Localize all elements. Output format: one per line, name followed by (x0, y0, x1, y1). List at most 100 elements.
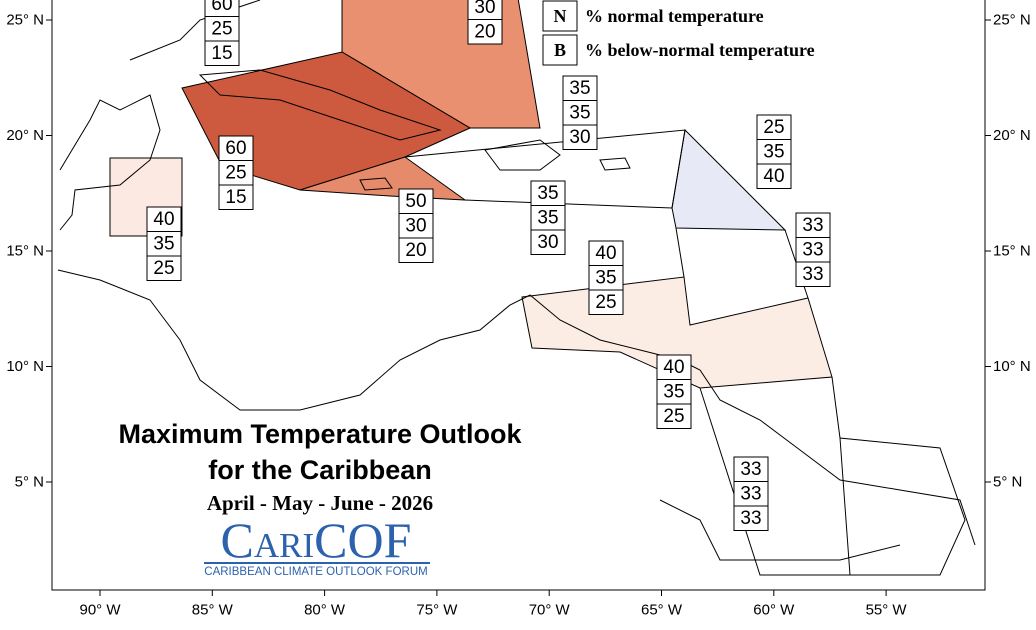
probability-value: 35 (537, 208, 558, 229)
legend-key-box (542, 0, 578, 32)
probability-value: 35 (537, 183, 558, 204)
probability-value: 30 (405, 216, 426, 237)
probability-cell (588, 265, 624, 291)
legend-key: B (554, 40, 566, 60)
probability-cell (733, 505, 769, 531)
probability-value: 20 (405, 240, 426, 261)
lon-label: 90° W (79, 602, 121, 619)
logo-tagline: CARIBBEAN CLIMATE OUTLOOK FORUM (204, 566, 427, 578)
probability-value: 35 (663, 382, 684, 403)
probability-cell (204, 40, 240, 66)
probability-cell (146, 255, 182, 281)
probability-cell (467, 19, 503, 45)
probability-value: 33 (802, 215, 823, 236)
lon-label: 70° W (529, 602, 571, 619)
probability-cell (588, 289, 624, 315)
probability-value: 30 (537, 232, 558, 253)
coastline (599, 157, 631, 171)
probability-cell (756, 163, 792, 189)
probability-value: 35 (569, 103, 590, 124)
coastline (659, 499, 901, 561)
probability-value: 35 (569, 78, 590, 99)
probability-value: 60 (225, 138, 246, 159)
probability-cell (795, 212, 831, 238)
probability-value: 33 (740, 484, 761, 505)
probability-cell (733, 456, 769, 482)
coastline (484, 139, 561, 171)
legend: N % normal temperature B % below-normal tem… (542, 0, 815, 66)
probability-value: 25 (763, 117, 784, 138)
probability-value: 25 (153, 258, 174, 279)
probability-value: 40 (763, 166, 784, 187)
legend-key-box (542, 34, 578, 66)
probability-value: 25 (663, 406, 684, 427)
lon-label: 80° W (304, 602, 346, 619)
coastline (59, 94, 161, 231)
probability-cell (795, 261, 831, 287)
probability-cell (656, 354, 692, 380)
probability-value: 25 (595, 292, 616, 313)
probability-value: 20 (474, 22, 495, 43)
lat-label: 15° N (6, 243, 44, 260)
probability-cell (146, 231, 182, 257)
probability-cell (562, 100, 598, 126)
probability-cell (398, 237, 434, 263)
lat-label: 5° N (15, 474, 44, 491)
period: April - May - June - 2026 (207, 491, 433, 515)
lat-label: 25° N (6, 12, 44, 29)
lon-label: 85° W (192, 602, 234, 619)
probability-cell (530, 229, 566, 255)
probability-value: 40 (663, 357, 684, 378)
lon-label: 55° W (866, 602, 908, 619)
probability-cell (588, 240, 624, 266)
coastline (57, 269, 976, 546)
zone-outline (839, 437, 851, 576)
axes: 25° N 25° N 20° N 20° N 15° N 15° N 10° N 10° N… (6, 12, 1030, 619)
probability-value: 40 (153, 209, 174, 230)
probability-value: 33 (740, 459, 761, 480)
probability-value: 30 (569, 127, 590, 148)
probability-cell (656, 379, 692, 405)
probability-value: 25 (225, 163, 246, 184)
legend-label: % below-normal temperature (585, 40, 815, 60)
probability-value: 30 (474, 0, 495, 18)
probability-cell (398, 213, 434, 239)
probability-cell (204, 16, 240, 42)
lon-label: 65° W (641, 602, 683, 619)
probability-value: 35 (595, 268, 616, 289)
coastline (198, 69, 442, 141)
probability-cell (530, 205, 566, 231)
probability-value: 40 (595, 243, 616, 264)
probability-value: 15 (225, 187, 246, 208)
probability-cell (530, 180, 566, 206)
probability-cell (733, 481, 769, 507)
title-line: for the Caribbean (208, 455, 432, 485)
probability-cell (562, 124, 598, 150)
logo-name: CariCOF (221, 512, 412, 568)
lat-label: 20° N (6, 127, 44, 144)
lat-label: 25° N (993, 12, 1031, 29)
probability-value: 25 (211, 19, 232, 40)
probability-value: 60 (211, 0, 232, 15)
probability-cell (656, 403, 692, 429)
probability-value: 33 (740, 508, 761, 529)
lat-label: 10° N (6, 358, 44, 375)
lat-label: 10° N (993, 358, 1031, 375)
probability-value: 33 (802, 240, 823, 261)
lat-label: 20° N (993, 127, 1031, 144)
lon-label: 75° W (416, 602, 458, 619)
lat-label: 5° N (993, 474, 1022, 491)
legend-label: % normal temperature (585, 6, 764, 26)
probability-cell (218, 160, 254, 186)
probability-cell (756, 114, 792, 140)
zone-outline (675, 227, 685, 278)
title-line: Maximum Temperature Outlook (118, 419, 522, 449)
coastline (359, 177, 393, 191)
probability-cell (146, 206, 182, 232)
probability-cell (218, 184, 254, 210)
probability-value: 15 (211, 43, 232, 64)
probability-boxes: 60 25 15 30 20 35 35 30 60 25 15 40 35 25 50 30 20 35 35 30… (146, 0, 831, 531)
lon-label: 60° W (753, 602, 795, 619)
probability-value: 35 (153, 234, 174, 255)
